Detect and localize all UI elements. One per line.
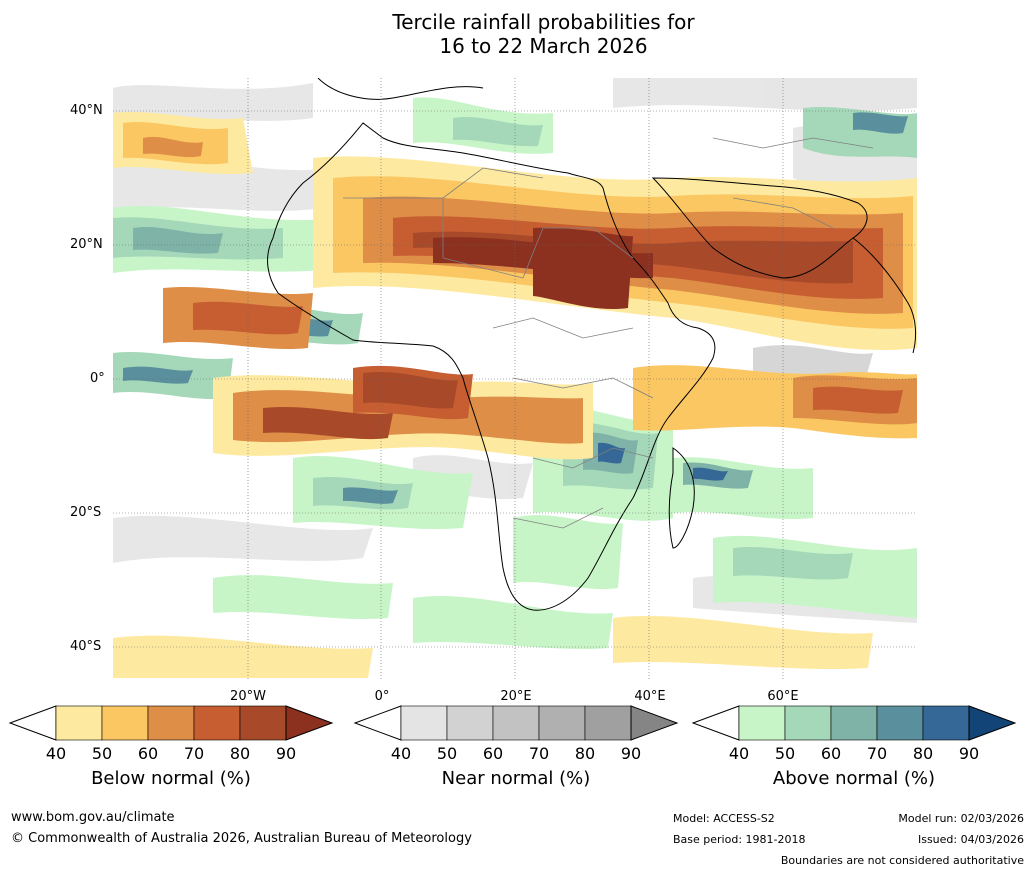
colorbar-near — [353, 705, 679, 741]
lat-label-eq: 0° — [90, 371, 105, 386]
near-tick: 80 — [574, 744, 596, 763]
colorbar-above-seg-4 — [876, 705, 924, 741]
colorbar-below-seg-5 — [239, 705, 287, 741]
base-period: Base period: 1981-2018 — [673, 833, 806, 846]
below-tick: 70 — [183, 744, 205, 763]
near-tick: 90 — [620, 744, 642, 763]
below-normal-areas — [113, 111, 917, 678]
colorbar-near-max — [630, 705, 679, 741]
above-tick: 40 — [728, 744, 750, 763]
colorbar-below-seg-3 — [147, 705, 195, 741]
model-name: Model: ACCESS-S2 — [673, 812, 775, 825]
colorbar-above-seg-5 — [922, 705, 970, 741]
below-tick: 50 — [91, 744, 113, 763]
above-tick: 70 — [866, 744, 888, 763]
colorbar-below-seg-2 — [101, 705, 149, 741]
below-normal-label: Below normal (%) — [91, 768, 251, 789]
boundary-disclaimer: Boundaries are not considered authoritat… — [780, 854, 1024, 867]
above-tick: 60 — [820, 744, 842, 763]
colorbars — [8, 705, 1017, 741]
colorbar-near-seg-1 — [400, 705, 448, 741]
colorbar-above-seg-1 — [738, 705, 786, 741]
near-normal-label: Near normal (%) — [441, 768, 591, 789]
colorbar-below-max — [285, 705, 334, 741]
lon-label-0: 0° — [374, 689, 390, 704]
below-tick: 90 — [275, 744, 297, 763]
colorbar-near-seg-2 — [446, 705, 494, 741]
lat-label-40n: 40°N — [70, 103, 103, 118]
issued-date: Issued: 04/03/2026 — [917, 833, 1024, 846]
lat-label-20s: 20°S — [70, 505, 102, 520]
near-tick: 70 — [528, 744, 550, 763]
graticule — [113, 78, 917, 680]
lon-label-40e: 40°E — [634, 689, 666, 704]
above-normal-label: Above normal (%) — [772, 768, 936, 789]
lon-label-20w: 20°W — [230, 689, 266, 704]
coastlines — [267, 78, 917, 611]
near-tick: 50 — [436, 744, 458, 763]
near-tick: 40 — [390, 744, 412, 763]
model-run: Model run: 02/03/2026 — [898, 812, 1024, 825]
below-tick: 80 — [229, 744, 251, 763]
near-tick: 60 — [482, 744, 504, 763]
colorbar-below — [8, 705, 334, 741]
above-tick: 50 — [774, 744, 796, 763]
below-tick: 40 — [45, 744, 67, 763]
chart-title-line1: Tercile rainfall probabilities for — [392, 10, 695, 34]
colorbar-near-seg-3 — [492, 705, 540, 741]
lat-label-40s: 40°S — [70, 639, 102, 654]
lon-label-20e: 20°E — [500, 689, 532, 704]
colorbar-above — [691, 705, 1017, 741]
country-borders — [343, 137, 874, 529]
colorbar-above-seg-3 — [830, 705, 878, 741]
lon-label-60e: 60°E — [767, 689, 799, 704]
colorbar-near-seg-5 — [584, 705, 632, 741]
colorbar-near-seg-4 — [538, 705, 586, 741]
colorbar-above-min — [691, 705, 740, 741]
above-tick: 80 — [912, 744, 934, 763]
source-url[interactable]: www.bom.gov.au/climate — [11, 810, 175, 825]
colorbar-below-seg-4 — [193, 705, 241, 741]
rainfall-probability-map — [113, 78, 917, 680]
below-tick: 60 — [137, 744, 159, 763]
colorbar-below-seg-1 — [55, 705, 103, 741]
colorbar-above-seg-2 — [784, 705, 832, 741]
lat-label-20n: 20°N — [70, 237, 103, 252]
copyright: © Commonwealth of Australia 2026, Austra… — [11, 831, 472, 846]
colorbar-near-min — [353, 705, 402, 741]
above-tick: 90 — [958, 744, 980, 763]
chart-title-line2: 16 to 22 March 2026 — [439, 34, 648, 58]
map-canvas — [113, 78, 917, 680]
colorbar-below-min — [8, 705, 57, 741]
colorbar-above-max — [968, 705, 1017, 741]
